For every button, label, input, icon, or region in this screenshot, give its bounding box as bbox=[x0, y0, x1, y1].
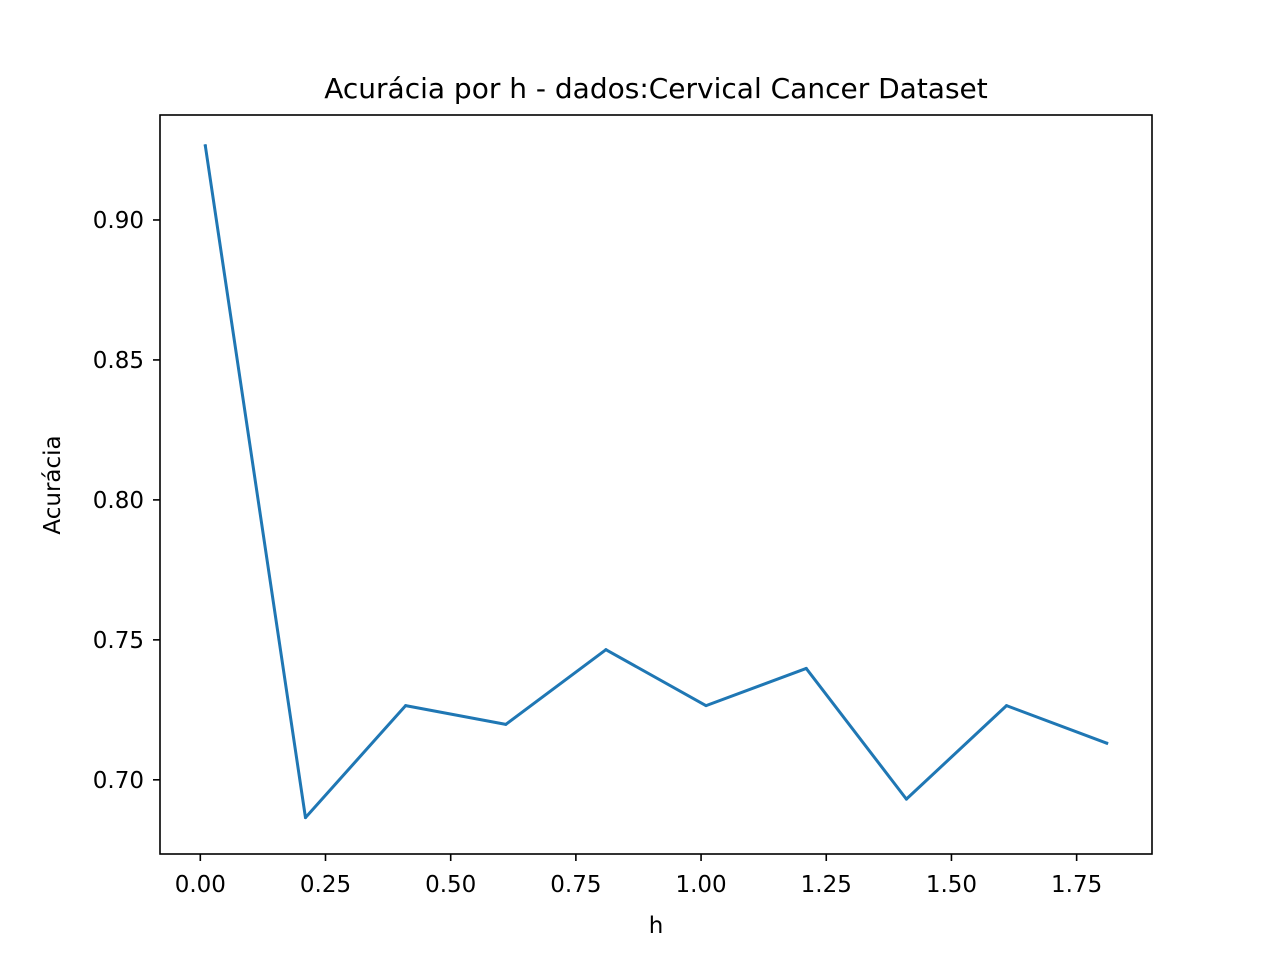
data-point bbox=[904, 797, 908, 801]
data-point bbox=[203, 144, 207, 148]
x-axis: 0.00 0.25 0.50 0.75 1.00 1.25 1.50 1.75 bbox=[175, 854, 1102, 898]
x-tick-label: 1.00 bbox=[675, 872, 726, 898]
y-tick-label: 0.85 bbox=[93, 348, 144, 374]
data-point bbox=[1005, 704, 1009, 708]
data-point bbox=[504, 722, 508, 726]
series-line bbox=[203, 144, 1109, 820]
data-point bbox=[1105, 741, 1109, 745]
y-tick-label: 0.75 bbox=[93, 628, 144, 654]
x-axis-title: h bbox=[649, 913, 664, 939]
y-tick-label: 0.80 bbox=[93, 488, 144, 514]
data-point bbox=[303, 816, 307, 820]
x-tick-label: 1.50 bbox=[926, 872, 977, 898]
chart-title: Acurácia por h - dados:Cervical Cancer D… bbox=[324, 72, 988, 105]
y-axis: 0.70 0.75 0.80 0.85 0.90 bbox=[93, 208, 160, 794]
x-tick-label: 0.50 bbox=[425, 872, 476, 898]
y-axis-title: Acurácia bbox=[40, 435, 66, 534]
x-tick-label: 1.25 bbox=[801, 872, 852, 898]
data-point bbox=[704, 704, 708, 708]
data-point bbox=[404, 704, 408, 708]
series-layer bbox=[203, 144, 1109, 820]
plot-frame bbox=[159, 114, 1153, 855]
y-tick-label: 0.90 bbox=[93, 208, 144, 234]
x-tick-label: 0.00 bbox=[175, 872, 226, 898]
plot-area bbox=[160, 115, 1152, 854]
x-tick-label: 0.25 bbox=[300, 872, 351, 898]
data-point bbox=[804, 666, 808, 670]
data-point bbox=[604, 648, 608, 652]
y-tick-label: 0.70 bbox=[93, 768, 144, 794]
x-tick-label: 1.75 bbox=[1051, 872, 1102, 898]
x-tick-label: 0.75 bbox=[550, 872, 601, 898]
